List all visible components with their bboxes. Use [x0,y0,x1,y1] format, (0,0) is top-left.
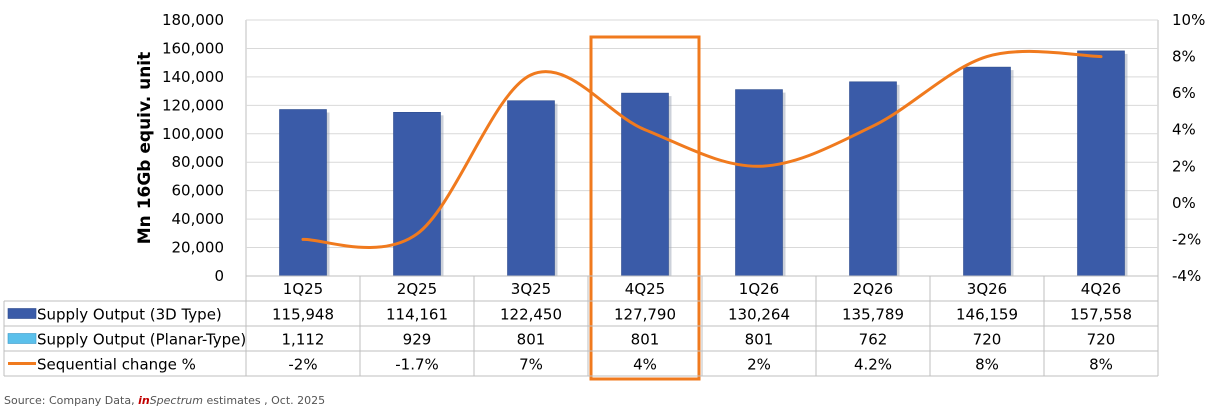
right-tick-label: 10% [1172,11,1205,29]
source-note: Source: Company Data, inSpectrum estimat… [4,394,325,407]
bar-3d [849,81,897,277]
data-label: 720 [973,331,1002,349]
data-label: 4% [633,356,657,374]
bar-3d [735,89,783,277]
data-label: 801 [745,331,774,349]
data-label: 801 [517,331,546,349]
left-tick-label: 120,000 [162,96,224,114]
left-tick-label: 60,000 [172,182,225,200]
sequential-change-line [301,49,1103,249]
right-tick-label: 2% [1172,157,1196,175]
data-label: 929 [403,331,432,349]
category-label: 1Q26 [739,280,779,298]
data-label: 7% [519,356,543,374]
data-label: 4.2% [854,356,892,374]
left-tick-label: 20,000 [172,239,225,257]
data-label: 8% [975,356,999,374]
data-label: 114,161 [386,306,448,324]
data-label: 762 [859,331,888,349]
right-tick-label: 4% [1172,121,1196,139]
bar-3d [393,112,441,277]
category-label: 4Q26 [1081,280,1121,298]
data-label: 8% [1089,356,1113,374]
source-brand-red: in [138,394,150,407]
y-axis-label: Mn 16Gb equiv. unit [135,52,155,245]
data-label: 2% [747,356,771,374]
source-suffix: estimates , Oct. 2025 [203,394,326,407]
gridlines [245,19,1159,277]
series-name: Supply Output (Planar-Type) [37,331,246,349]
bar-3d [621,92,669,277]
series-name: Supply Output (3D Type) [37,306,222,324]
highlight-rect [589,35,701,381]
right-tick-label: 8% [1172,48,1196,66]
data-label: 801 [631,331,660,349]
bar-3d [507,100,555,277]
bar-3d [1077,50,1125,277]
source-prefix: Source: Company Data, [4,394,139,407]
left-tick-label: 140,000 [162,68,224,86]
right-tick-label: -2% [1172,230,1201,248]
bar-series [279,50,1128,277]
left-tick-label: 160,000 [162,39,224,57]
series-name: Sequential change % [37,356,196,374]
left-tick-label: 80,000 [172,153,225,171]
right-axis-ticks: -4% -2% 0% 2% 4% 6% 8% 10% [1172,11,1205,285]
category-label: 4Q25 [625,280,665,298]
category-label: 1Q25 [283,280,323,298]
data-label: 127,790 [614,306,676,324]
bar-3d [963,66,1011,277]
data-label: 146,159 [956,306,1018,324]
left-tick-label: 40,000 [172,210,225,228]
data-label: 130,264 [728,306,790,324]
category-label: 2Q25 [397,280,437,298]
data-label: 1,112 [282,331,325,349]
line-series [301,49,1103,249]
left-axis-ticks: 0 20,000 40,000 60,000 80,000 100,000 120,000 1… [162,11,224,285]
source-brand-rest: Spectrum [149,394,203,407]
data-label: 135,789 [842,306,904,324]
category-label: 2Q26 [853,280,893,298]
legend-key [7,333,37,344]
data-label: 720 [1087,331,1116,349]
right-tick-label: -4% [1172,267,1201,285]
right-tick-label: 0% [1172,194,1196,212]
bar-3d [279,109,327,277]
left-tick-label: 0 [214,267,224,285]
chart: 0 20,000 40,000 60,000 80,000 100,000 120,000 1… [3,11,1205,381]
data-label: 122,450 [500,306,562,324]
right-tick-label: 6% [1172,84,1196,102]
data-label: -2% [288,356,317,374]
legend-key [7,308,37,319]
category-label: 3Q26 [967,280,1007,298]
highlight-box [589,35,701,381]
data-table: 1Q25 2Q25 3Q25 4Q25 1Q26 2Q26 3Q26 4Q26 Supply O… [3,275,1159,377]
data-label: 115,948 [272,306,334,324]
left-tick-label: 100,000 [162,125,224,143]
data-label: -1.7% [395,356,439,374]
category-label: 3Q25 [511,280,551,298]
left-tick-label: 180,000 [162,11,224,29]
data-label: 157,558 [1070,306,1132,324]
